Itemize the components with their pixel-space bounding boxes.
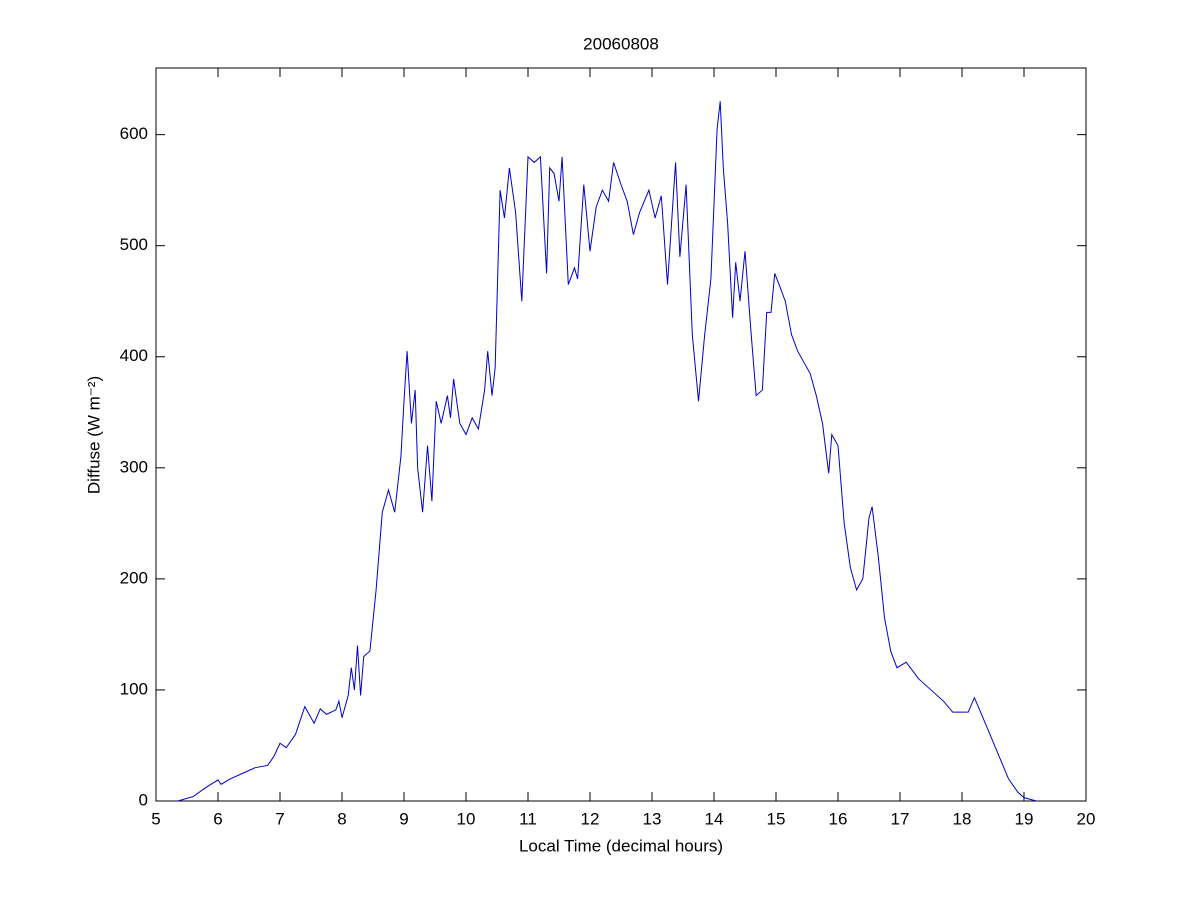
y-axis-label: Diffuse (W m⁻²) [84,376,103,494]
x-tick-label: 10 [457,809,476,828]
x-tick-label: 15 [767,809,786,828]
chart-title: 20060808 [583,34,659,53]
y-tick-label: 300 [120,457,148,476]
x-tick-label: 18 [953,809,972,828]
y-tick-label: 600 [120,124,148,143]
x-tick-label: 7 [275,809,284,828]
x-tick-label: 6 [213,809,222,828]
x-tick-label: 8 [337,809,346,828]
data-line [177,101,1037,802]
x-tick-label: 5 [151,809,160,828]
y-tick-label: 200 [120,568,148,587]
x-tick-label: 12 [581,809,600,828]
x-tick-label: 9 [399,809,408,828]
x-tick-label: 13 [643,809,662,828]
y-tick-label: 500 [120,235,148,254]
x-tick-label: 20 [1077,809,1096,828]
y-tick-label: 400 [120,346,148,365]
x-tick-label: 17 [891,809,910,828]
y-tick-label: 100 [120,679,148,698]
x-axis-label: Local Time (decimal hours) [519,836,723,855]
y-tick-label: 0 [139,790,148,809]
x-tick-label: 16 [829,809,848,828]
plot-frame [155,67,1087,802]
x-tick-label: 14 [705,809,724,828]
x-tick-label: 11 [519,809,537,828]
x-tick-label: 19 [1015,809,1034,828]
